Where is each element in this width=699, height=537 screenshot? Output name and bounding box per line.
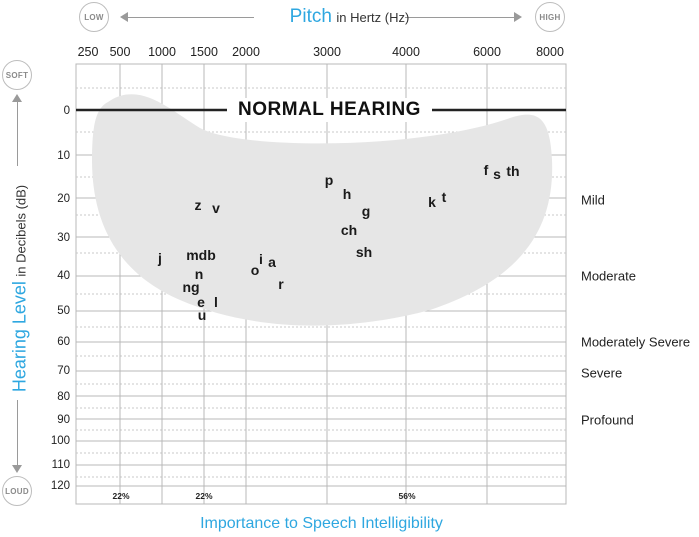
severity-severe: Severe: [581, 365, 623, 381]
speech-banana-area: [92, 94, 553, 326]
phoneme-th: th: [506, 163, 520, 179]
high-pitch-label: HIGH: [539, 12, 561, 22]
freq-label-3000: 3000: [313, 45, 341, 59]
intelligibility-title: Importance to Speech Intelligibility: [200, 515, 443, 532]
phoneme-a: a: [268, 254, 276, 270]
phoneme-v: v: [212, 200, 220, 216]
intelligibility-pct-high: 56%: [398, 491, 416, 501]
phoneme-ng: ng: [182, 279, 200, 295]
pitch-left-arrowhead-icon: [120, 12, 128, 22]
pitch-right-arrowhead-icon: [514, 12, 522, 22]
db-label-10: 10: [57, 150, 70, 162]
high-pitch-badge: HIGH: [535, 2, 565, 32]
phoneme-t: t: [441, 189, 447, 205]
phoneme-sh: sh: [355, 244, 373, 260]
level-up-arrowhead-icon: [12, 94, 22, 102]
loud-level-badge: LOUD: [2, 476, 32, 506]
phoneme-mdb: mdb: [186, 247, 216, 263]
pitch-left-arrow-line: [124, 17, 254, 18]
freq-label-4000: 4000: [392, 45, 420, 59]
low-pitch-label: LOW: [84, 12, 104, 22]
phoneme-n: n: [194, 266, 204, 282]
freq-label-6000: 6000: [473, 45, 501, 59]
db-label-90: 90: [57, 414, 70, 426]
phoneme-r: r: [278, 276, 284, 292]
pitch-right-arrow-line: [405, 17, 515, 18]
severity-profound: Profound: [581, 412, 634, 428]
db-label-60: 60: [57, 336, 70, 348]
phoneme-u: u: [197, 307, 207, 323]
db-label-110: 110: [51, 459, 70, 471]
pitch-subtitle: in Hertz (Hz): [336, 10, 410, 25]
phoneme-h: h: [342, 186, 352, 202]
db-label-30: 30: [57, 232, 70, 244]
loud-level-label: LOUD: [5, 486, 29, 496]
phoneme-g: g: [361, 203, 371, 219]
db-label-70: 70: [57, 365, 70, 377]
freq-label-500: 500: [109, 45, 131, 59]
freq-label-1000: 1000: [148, 45, 176, 59]
db-label-40: 40: [57, 270, 70, 282]
chart-frame: [75, 63, 567, 505]
db-label-50: 50: [57, 305, 70, 317]
level-bottom-arrow-line: [17, 400, 18, 466]
phoneme-i: i: [259, 251, 263, 267]
db-label-100: 100: [50, 435, 70, 447]
phoneme-p: p: [324, 172, 334, 188]
severity-moderate: Moderate: [581, 268, 636, 284]
phoneme-e: e: [197, 294, 205, 310]
phoneme-z: z: [194, 197, 202, 213]
level-down-arrowhead-icon: [12, 465, 22, 473]
db-label-120: 120: [50, 480, 70, 492]
freq-label-8000: 8000: [536, 45, 564, 59]
low-pitch-badge: LOW: [79, 2, 109, 32]
freq-label-250: 250: [77, 45, 99, 59]
phoneme-ch: ch: [340, 222, 358, 238]
soft-level-badge: SOFT: [2, 60, 32, 90]
phoneme-k: k: [428, 194, 436, 210]
db-label-20: 20: [57, 193, 70, 205]
soft-level-label: SOFT: [5, 70, 29, 80]
phoneme-s: s: [493, 166, 501, 182]
phoneme-l: l: [214, 294, 218, 310]
intelligibility-pct-low: 22%: [112, 491, 130, 501]
freq-label-1500: 1500: [190, 45, 218, 59]
phoneme-j: j: [158, 250, 162, 266]
level-top-arrow-line: [17, 101, 18, 166]
phoneme-f: f: [483, 162, 489, 178]
pitch-axis-title: Pitch in Hertz (Hz): [0, 6, 699, 28]
severity-moderately-severe: Moderately Severe: [581, 334, 691, 350]
pitch-title: Pitch: [289, 6, 332, 27]
intelligibility-pct-mid: 22%: [195, 491, 213, 501]
freq-label-2000: 2000: [232, 45, 260, 59]
normal-hearing-label: NORMAL HEARING: [227, 98, 432, 122]
db-label-80: 80: [57, 391, 70, 403]
severity-mild: Mild: [581, 192, 605, 208]
db-label-0: 0: [63, 105, 70, 117]
phoneme-o: o: [250, 262, 260, 278]
